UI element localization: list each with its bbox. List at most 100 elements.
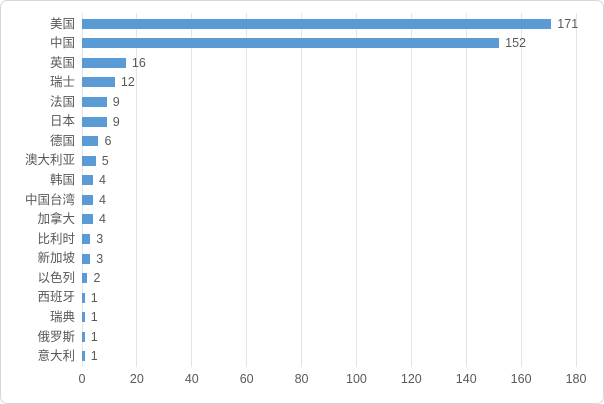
category-label: 西班牙 [37, 290, 75, 305]
category-label: 比利时 [37, 231, 75, 246]
x-axis-tick-label: 80 [294, 372, 309, 386]
value-label: 1 [90, 329, 98, 344]
gridline [355, 13, 357, 367]
chart-row: 美国 171 [1, 14, 603, 34]
category-label: 中国 [49, 36, 75, 51]
bar-track: 2 [82, 268, 576, 288]
bar [82, 273, 88, 284]
gridline [301, 13, 303, 367]
category-label: 德国 [49, 133, 75, 148]
value-label: 4 [98, 173, 106, 188]
x-axis-tick-label: 20 [129, 372, 144, 386]
bar [82, 351, 85, 362]
chart-row: 法国 9 [1, 92, 603, 112]
bar [82, 233, 91, 244]
chart-row: 瑞典 1 [1, 307, 603, 327]
x-axis-tick-label: 60 [239, 372, 254, 386]
chart-row: 韩国 4 [1, 171, 603, 191]
category-label: 英国 [49, 55, 75, 70]
bar [82, 331, 85, 342]
chart-row: 德国 6 [1, 131, 603, 151]
bar [82, 194, 93, 205]
value-label: 5 [101, 153, 109, 168]
chart-row: 瑞士 12 [1, 73, 603, 93]
x-axis-tick-label: 160 [510, 372, 532, 386]
value-label: 16 [131, 55, 146, 70]
chart-row: 比利时 3 [1, 229, 603, 249]
chart-row: 加拿大 4 [1, 210, 603, 230]
gridline [410, 13, 412, 367]
bar-track: 6 [82, 131, 576, 151]
category-label: 日本 [49, 114, 75, 129]
chart-rows: 美国 171 中国 152 英国 16 瑞士 12 法国 9 日本 9 德国 6 澳大利亚 5 韩国 4 中国台湾 4… [1, 14, 603, 366]
x-axis-tick-label: 180 [565, 372, 587, 386]
value-label: 171 [557, 16, 579, 31]
x-axis-tick-label: 140 [455, 372, 477, 386]
value-label: 12 [120, 75, 135, 90]
bar-track: 3 [82, 249, 576, 269]
value-label: 9 [112, 114, 120, 129]
chart-row: 以色列 2 [1, 268, 603, 288]
category-label: 加拿大 [37, 212, 75, 227]
chart-row: 意大利 1 [1, 347, 603, 367]
gridline-layer [81, 13, 577, 367]
gridline [246, 13, 248, 367]
bar-track: 4 [82, 210, 576, 230]
bar-track: 3 [82, 229, 576, 249]
bar [82, 116, 107, 127]
bar [82, 57, 126, 68]
chart-row: 新加坡 3 [1, 249, 603, 269]
category-label: 俄罗斯 [37, 329, 75, 344]
chart-row: 中国 152 [1, 34, 603, 54]
bar-track: 1 [82, 347, 576, 367]
bar [82, 136, 99, 147]
bar-track: 171 [82, 14, 579, 34]
category-label: 澳大利亚 [24, 153, 75, 168]
bar-track: 152 [82, 34, 576, 54]
bar-track: 4 [82, 190, 576, 210]
bar [82, 18, 552, 29]
value-label: 4 [98, 212, 106, 227]
gridline [520, 13, 522, 367]
bar [82, 214, 93, 225]
value-label: 3 [96, 251, 104, 266]
value-label: 3 [96, 231, 104, 246]
bar [82, 155, 96, 166]
category-label: 瑞士 [49, 75, 75, 90]
bar-track: 4 [82, 171, 576, 191]
category-label: 以色列 [37, 270, 75, 285]
bar [82, 312, 85, 323]
bar [82, 97, 107, 108]
value-label: 1 [90, 349, 98, 364]
chart-row: 英国 16 [1, 53, 603, 73]
category-label: 法国 [49, 94, 75, 109]
bar-track: 16 [82, 53, 576, 73]
value-label: 6 [104, 133, 112, 148]
category-label: 瑞典 [49, 309, 75, 324]
category-label: 韩国 [49, 173, 75, 188]
value-label: 1 [90, 290, 98, 305]
gridline [191, 13, 193, 367]
bar-track: 1 [82, 327, 576, 347]
gridline [465, 13, 467, 367]
x-axis-tick-label: 0 [78, 372, 86, 386]
chart-row: 日本 9 [1, 112, 603, 132]
bar [82, 253, 91, 264]
x-axis-tick-label: 120 [400, 372, 422, 386]
bar-track: 5 [82, 151, 576, 171]
gridline [575, 13, 577, 367]
category-label: 意大利 [37, 349, 75, 364]
bar-track: 9 [82, 92, 576, 112]
bar-track: 1 [82, 307, 576, 327]
bar-track: 12 [82, 73, 576, 93]
x-axis-tick-label: 40 [184, 372, 199, 386]
value-label: 152 [505, 36, 526, 51]
chart-row: 中国台湾 4 [1, 190, 603, 210]
bar [82, 175, 93, 186]
value-label: 2 [93, 270, 101, 285]
chart-row: 西班牙 1 [1, 288, 603, 308]
gridline [136, 13, 138, 367]
bar [82, 38, 500, 49]
x-axis: 0 20 40 60 80 100 120 140 160 180 [78, 372, 587, 389]
